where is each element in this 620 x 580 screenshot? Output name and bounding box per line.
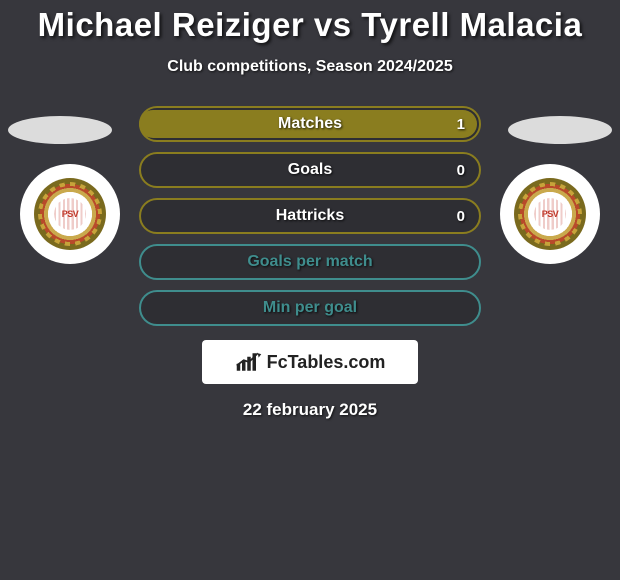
stat-label: Hattricks — [276, 207, 344, 225]
stat-bars: Matches 1 Goals 0 Hattricks 0 Goals per match M… — [139, 106, 481, 326]
brand-chart-icon — [235, 351, 263, 373]
stat-label: Goals per match — [247, 253, 372, 271]
player-left-shadow — [8, 116, 112, 144]
stat-value-right: 1 — [457, 116, 465, 133]
comparison-panel: PSV PSV Matches 1 Goals 0 Hattricks 0 Goals pe… — [0, 106, 620, 436]
stat-bar: Hattricks 0 — [139, 198, 481, 234]
club-badge-right: PSV — [500, 164, 600, 264]
club-badge-right-label: PSV — [542, 209, 559, 219]
stat-label: Matches — [278, 115, 342, 133]
brand-text: FcTables.com — [267, 352, 386, 373]
stat-label: Goals — [288, 161, 332, 179]
page-title: Michael Reiziger vs Tyrell Malacia — [0, 0, 620, 44]
stat-value-right: 0 — [457, 162, 465, 179]
stat-bar: Goals per match — [139, 244, 481, 280]
stat-value-right: 0 — [457, 208, 465, 225]
stat-bar: Goals 0 — [139, 152, 481, 188]
stat-bar: Matches 1 — [139, 106, 481, 142]
club-badge-left: PSV — [20, 164, 120, 264]
player-right-shadow — [508, 116, 612, 144]
brand-badge: FcTables.com — [202, 340, 418, 384]
club-badge-left-label: PSV — [62, 209, 79, 219]
stat-bar: Min per goal — [139, 290, 481, 326]
footer-date: 22 february 2025 — [0, 400, 620, 420]
stat-label: Min per goal — [263, 299, 357, 317]
page-subtitle: Club competitions, Season 2024/2025 — [0, 58, 620, 76]
